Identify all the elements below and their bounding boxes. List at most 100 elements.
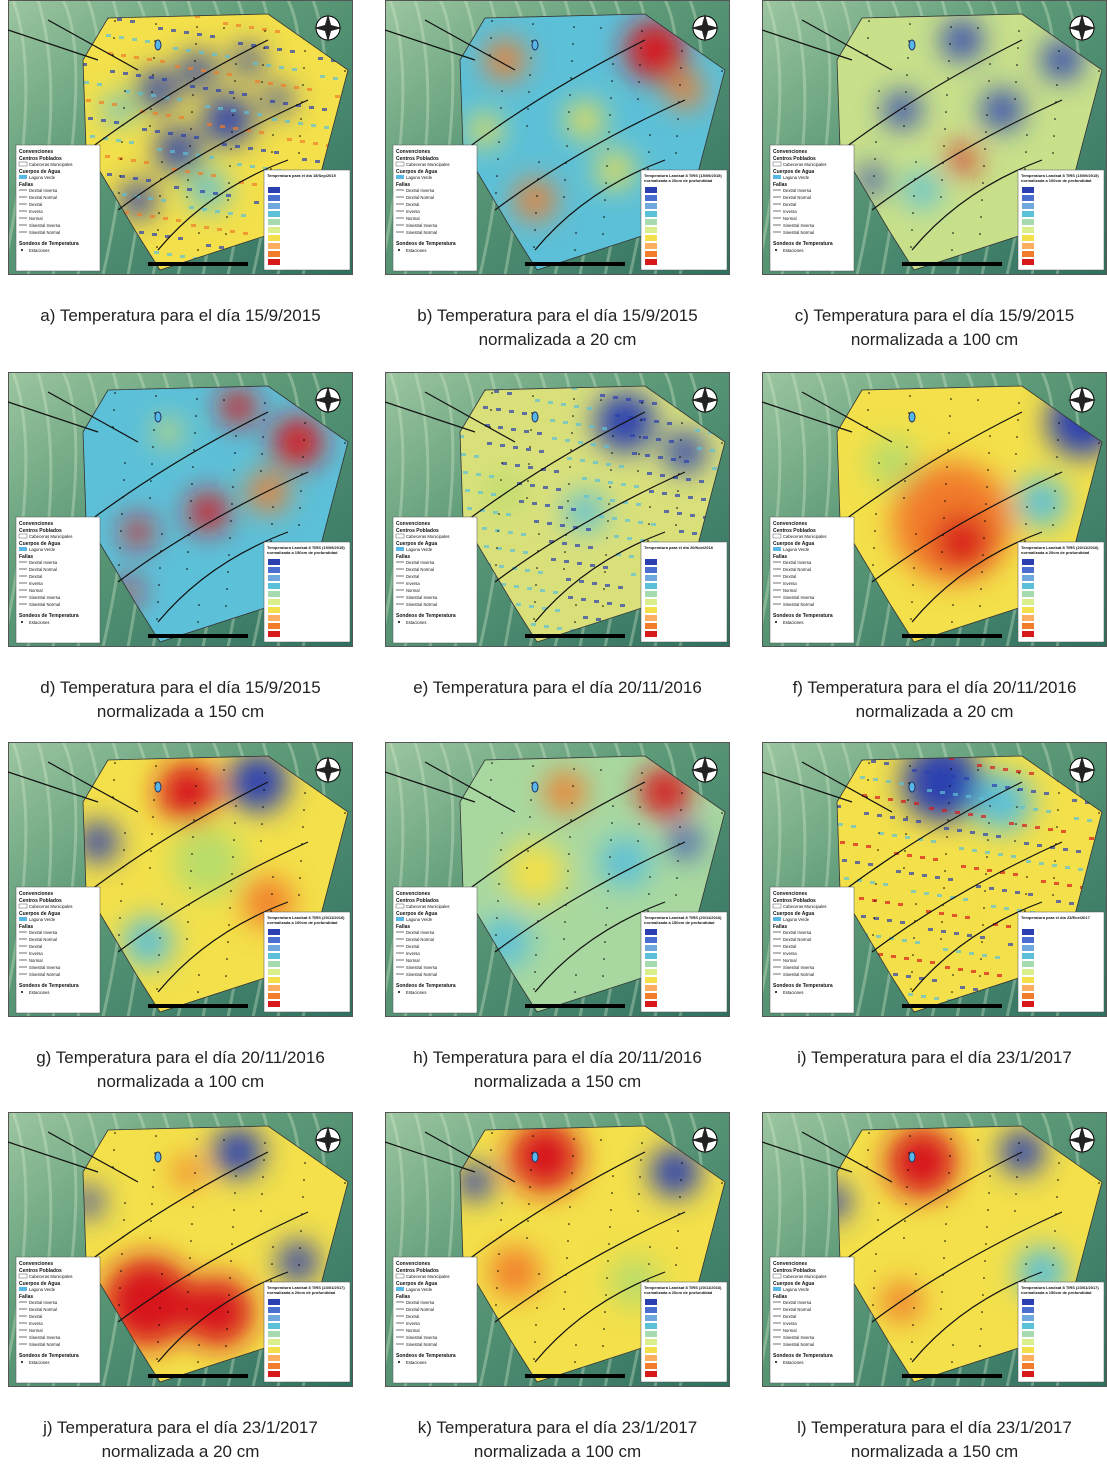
station <box>1024 540 1026 542</box>
speck <box>1063 848 1068 851</box>
station <box>610 1209 612 1211</box>
scale-bar <box>525 1004 625 1008</box>
station <box>225 233 227 235</box>
map: ConvencionesCentros PobladosCabeceras Mu… <box>8 0 353 275</box>
legend-heading: Sondeos de Temperatura <box>19 983 79 989</box>
speck <box>928 928 933 931</box>
legend-item: Dextral Normal <box>29 567 57 572</box>
class-swatch <box>1022 1339 1034 1345</box>
speck <box>697 447 702 450</box>
station <box>982 554 984 556</box>
class-swatch <box>1022 575 1034 581</box>
station <box>903 497 905 499</box>
lake <box>909 40 915 50</box>
speck <box>627 537 632 540</box>
legend-heading: Sondeos de Temperatura <box>396 1353 456 1359</box>
legend-item: Laguna Verde <box>29 547 56 552</box>
speck <box>1015 891 1020 894</box>
speck <box>888 798 893 801</box>
legend-item: Sinestral Inversa <box>406 595 438 600</box>
class-swatch <box>645 607 657 613</box>
station <box>873 547 875 549</box>
speck <box>582 477 587 480</box>
station <box>1017 789 1019 791</box>
speck <box>487 442 492 445</box>
legend-heading: Convenciones <box>773 891 807 897</box>
station <box>981 571 983 573</box>
station <box>197 1361 199 1363</box>
station <box>874 900 876 902</box>
station <box>118 564 120 566</box>
station <box>575 1344 577 1346</box>
station <box>907 799 909 801</box>
caption: i) Temperatura para el día 23/1/2017 <box>752 1046 1107 1070</box>
station <box>988 452 990 454</box>
station <box>534 229 536 231</box>
station <box>911 229 913 231</box>
blob <box>188 170 228 210</box>
class-swatch <box>645 615 657 621</box>
station <box>234 80 236 82</box>
station <box>270 540 272 542</box>
station <box>868 20 870 22</box>
conventions: ConvencionesCentros PobladosCabeceras Mu… <box>16 887 100 1013</box>
legend-item: Laguna Verde <box>783 547 810 552</box>
speck <box>574 405 579 408</box>
station <box>157 971 159 973</box>
station <box>118 192 120 194</box>
station <box>680 67 682 69</box>
station <box>120 530 122 532</box>
legend-item: Sinestral Normal <box>29 1342 60 1347</box>
speck <box>502 462 507 465</box>
station <box>608 503 610 505</box>
station <box>944 128 946 130</box>
station <box>272 1246 274 1248</box>
station <box>535 1324 537 1326</box>
station <box>609 114 611 116</box>
station <box>123 479 125 481</box>
speck <box>219 246 224 249</box>
station <box>867 1149 869 1151</box>
speck <box>116 139 121 142</box>
speck <box>123 72 128 75</box>
swatch <box>19 917 27 921</box>
station <box>564 179 566 181</box>
station <box>189 517 191 519</box>
class-swatch <box>1022 1355 1034 1361</box>
speck <box>489 475 494 478</box>
station <box>569 836 571 838</box>
legend-item: Sinestral Inversa <box>406 223 438 228</box>
blob <box>665 432 705 472</box>
class-swatch <box>1022 1323 1034 1329</box>
blob <box>138 70 178 110</box>
class-swatch <box>1022 227 1034 233</box>
legend-item: Dextral Normal <box>406 1307 434 1312</box>
station <box>120 158 122 160</box>
speck <box>868 863 873 866</box>
station <box>1026 1246 1028 1248</box>
speck <box>136 74 141 77</box>
scale-bar <box>525 634 625 638</box>
station <box>878 90 880 92</box>
blob <box>156 420 180 444</box>
station <box>679 456 681 458</box>
station <box>261 81 263 83</box>
station <box>501 462 503 464</box>
map-panel: ConvencionesCentros PobladosCabeceras Mu… <box>385 372 730 744</box>
station <box>157 229 159 231</box>
speck <box>188 67 193 70</box>
station <box>867 37 869 39</box>
station <box>905 91 907 93</box>
map: ConvencionesCentros PobladosCabeceras Mu… <box>385 0 730 275</box>
legend-item: Estaciones <box>406 248 426 253</box>
station <box>155 765 157 767</box>
legend-item: Estaciones <box>29 248 49 253</box>
station <box>980 588 982 590</box>
speck <box>171 29 176 32</box>
legend-item: Sinestral Inversa <box>783 223 815 228</box>
station <box>272 506 274 508</box>
station <box>977 399 979 401</box>
speck <box>980 936 985 939</box>
station <box>911 1341 913 1343</box>
class-legend: Temperatura Landsat 8 TIRS (15/09/2015)n… <box>264 542 350 642</box>
